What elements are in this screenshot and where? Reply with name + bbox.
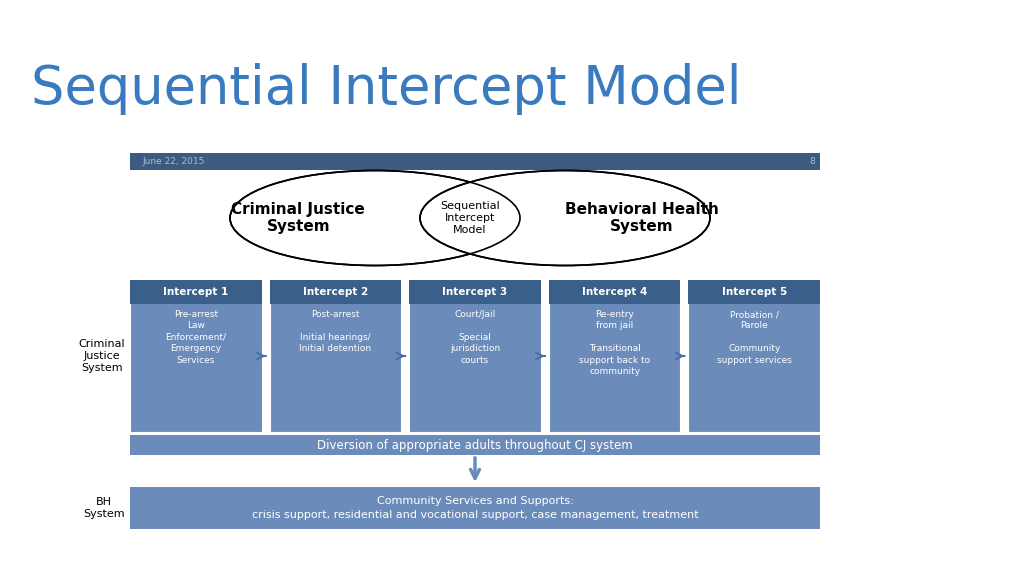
FancyBboxPatch shape — [130, 280, 261, 304]
FancyBboxPatch shape — [130, 435, 820, 455]
FancyBboxPatch shape — [410, 280, 541, 304]
Text: Pre-arrest
Law
Enforcement/
Emergency
Services: Pre-arrest Law Enforcement/ Emergency Se… — [165, 310, 226, 365]
Text: Intercept 4: Intercept 4 — [582, 287, 647, 297]
FancyBboxPatch shape — [269, 280, 401, 432]
Text: Intercept 5: Intercept 5 — [722, 287, 786, 297]
Text: Re-entry
from jail

Transitional
support back to
community: Re-entry from jail Transitional support … — [579, 310, 650, 376]
Ellipse shape — [230, 170, 520, 266]
Text: Court/Jail

Special
jurisdiction
courts: Court/Jail Special jurisdiction courts — [450, 310, 500, 365]
Text: Probation /
Parole

Community
support services: Probation / Parole Community support ser… — [717, 310, 792, 365]
FancyBboxPatch shape — [688, 280, 820, 304]
Ellipse shape — [420, 170, 710, 266]
Text: Community Services and Supports:
crisis support, residential and vocational supp: Community Services and Supports: crisis … — [252, 496, 698, 520]
FancyBboxPatch shape — [688, 280, 820, 432]
Text: 8: 8 — [809, 157, 815, 166]
Text: Criminal Justice
System: Criminal Justice System — [231, 202, 366, 234]
Text: Diversion of appropriate adults throughout CJ system: Diversion of appropriate adults througho… — [317, 438, 633, 452]
Text: Criminal
Justice
System: Criminal Justice System — [79, 339, 125, 373]
Text: Sequential Intercept Model: Sequential Intercept Model — [31, 63, 741, 115]
Text: BH
System: BH System — [83, 497, 125, 519]
FancyBboxPatch shape — [130, 153, 820, 170]
FancyBboxPatch shape — [549, 280, 680, 432]
FancyBboxPatch shape — [410, 280, 541, 432]
Text: Intercept 2: Intercept 2 — [303, 287, 368, 297]
FancyBboxPatch shape — [549, 280, 680, 304]
FancyBboxPatch shape — [269, 280, 401, 304]
Text: June 22, 2015: June 22, 2015 — [142, 157, 205, 166]
Text: Intercept 1: Intercept 1 — [163, 287, 228, 297]
FancyBboxPatch shape — [130, 487, 820, 529]
FancyBboxPatch shape — [130, 280, 261, 432]
Text: Sequential
Intercept
Model: Sequential Intercept Model — [440, 202, 500, 234]
Text: Behavioral Health
System: Behavioral Health System — [565, 202, 719, 234]
Text: Post-arrest

Initial hearings/
Initial detention: Post-arrest Initial hearings/ Initial de… — [299, 310, 372, 353]
Text: Intercept 3: Intercept 3 — [442, 287, 508, 297]
